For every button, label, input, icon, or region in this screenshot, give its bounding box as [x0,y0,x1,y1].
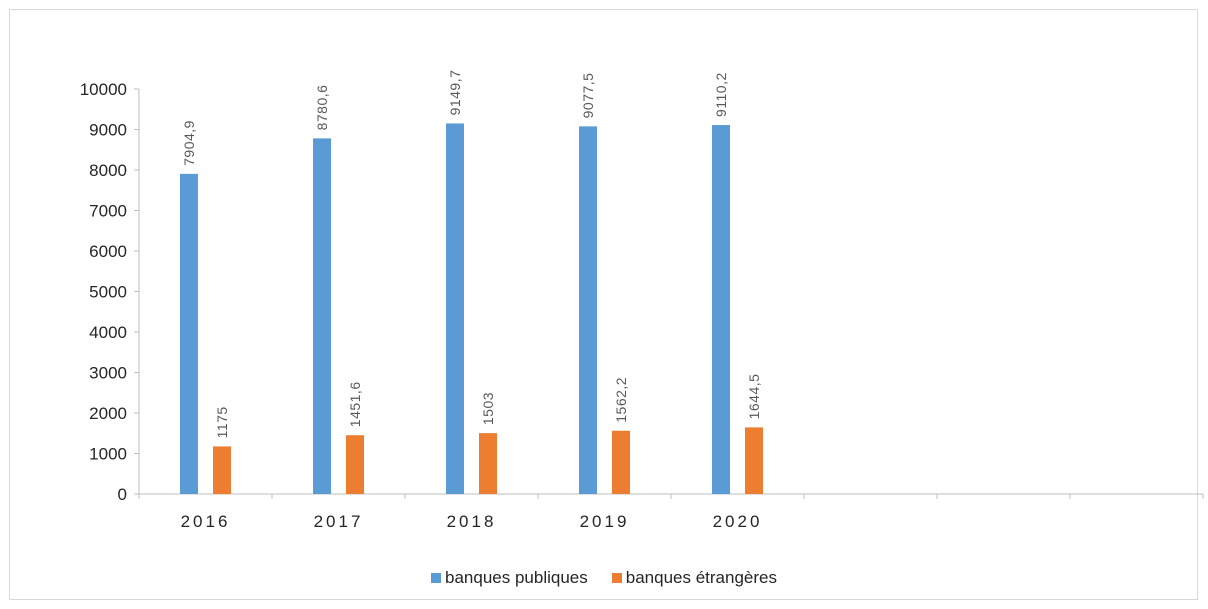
data-label: 9149,7 [447,70,463,116]
legend-item-banques-etrangeres: banques étrangères [611,568,777,588]
legend-item-banques-publiques: banques publiques [431,568,588,588]
y-tick-label: 1000 [89,445,127,464]
data-label: 1175 [214,406,230,438]
y-tick-label: 4000 [89,323,127,342]
y-tick-label: 8000 [89,161,127,180]
x-tick-label: 2019 [580,512,630,531]
data-label: 1644,5 [746,374,762,420]
y-tick-label: 0 [118,485,127,504]
x-tick-label: 2018 [447,512,497,531]
axes: 0 1000 2000 3000 4000 5000 6000 7000 8000 9000 100… [80,80,1204,531]
y-tick-label: 10000 [80,80,127,99]
x-tick-label: 2016 [181,512,231,531]
bar [712,125,730,495]
bar [180,173,198,494]
bar [479,433,497,494]
legend: banques publiques banques étrangères [0,568,1208,588]
x-tick-label: 2017 [314,512,364,531]
y-tick-label: 6000 [89,242,127,261]
bar [745,427,763,494]
legend-swatch-banques-etrangeres [611,573,622,583]
chart-frame [9,9,1198,600]
legend-swatch-banques-publiques [431,573,442,583]
bar [346,435,364,494]
bar [612,430,630,494]
bar [313,138,331,495]
legend-label-banques-publiques: banques publiques [445,568,588,587]
bars [180,123,763,495]
bar [446,123,464,495]
data-label: 8780,6 [314,85,330,131]
data-label: 9077,5 [580,73,596,119]
y-tick-label: 9000 [89,121,127,140]
y-tick-label: 3000 [89,364,127,383]
y-tick-label: 7000 [89,202,127,221]
bar [579,126,597,494]
data-labels: 7904,9 8780,6 9149,7 9077,5 9110,2 1175 1451,6… [181,70,762,439]
data-label: 1562,2 [613,377,629,423]
y-tick-label: 5000 [89,283,127,302]
data-label: 1451,6 [347,381,363,427]
y-tick-label: 2000 [89,404,127,423]
data-label: 9110,2 [713,72,729,117]
data-label: 7904,9 [181,120,197,166]
x-tick-label: 2020 [713,512,763,531]
legend-label-banques-etrangeres: banques étrangères [625,568,777,587]
bar [213,446,231,494]
data-label: 1503 [480,392,496,425]
